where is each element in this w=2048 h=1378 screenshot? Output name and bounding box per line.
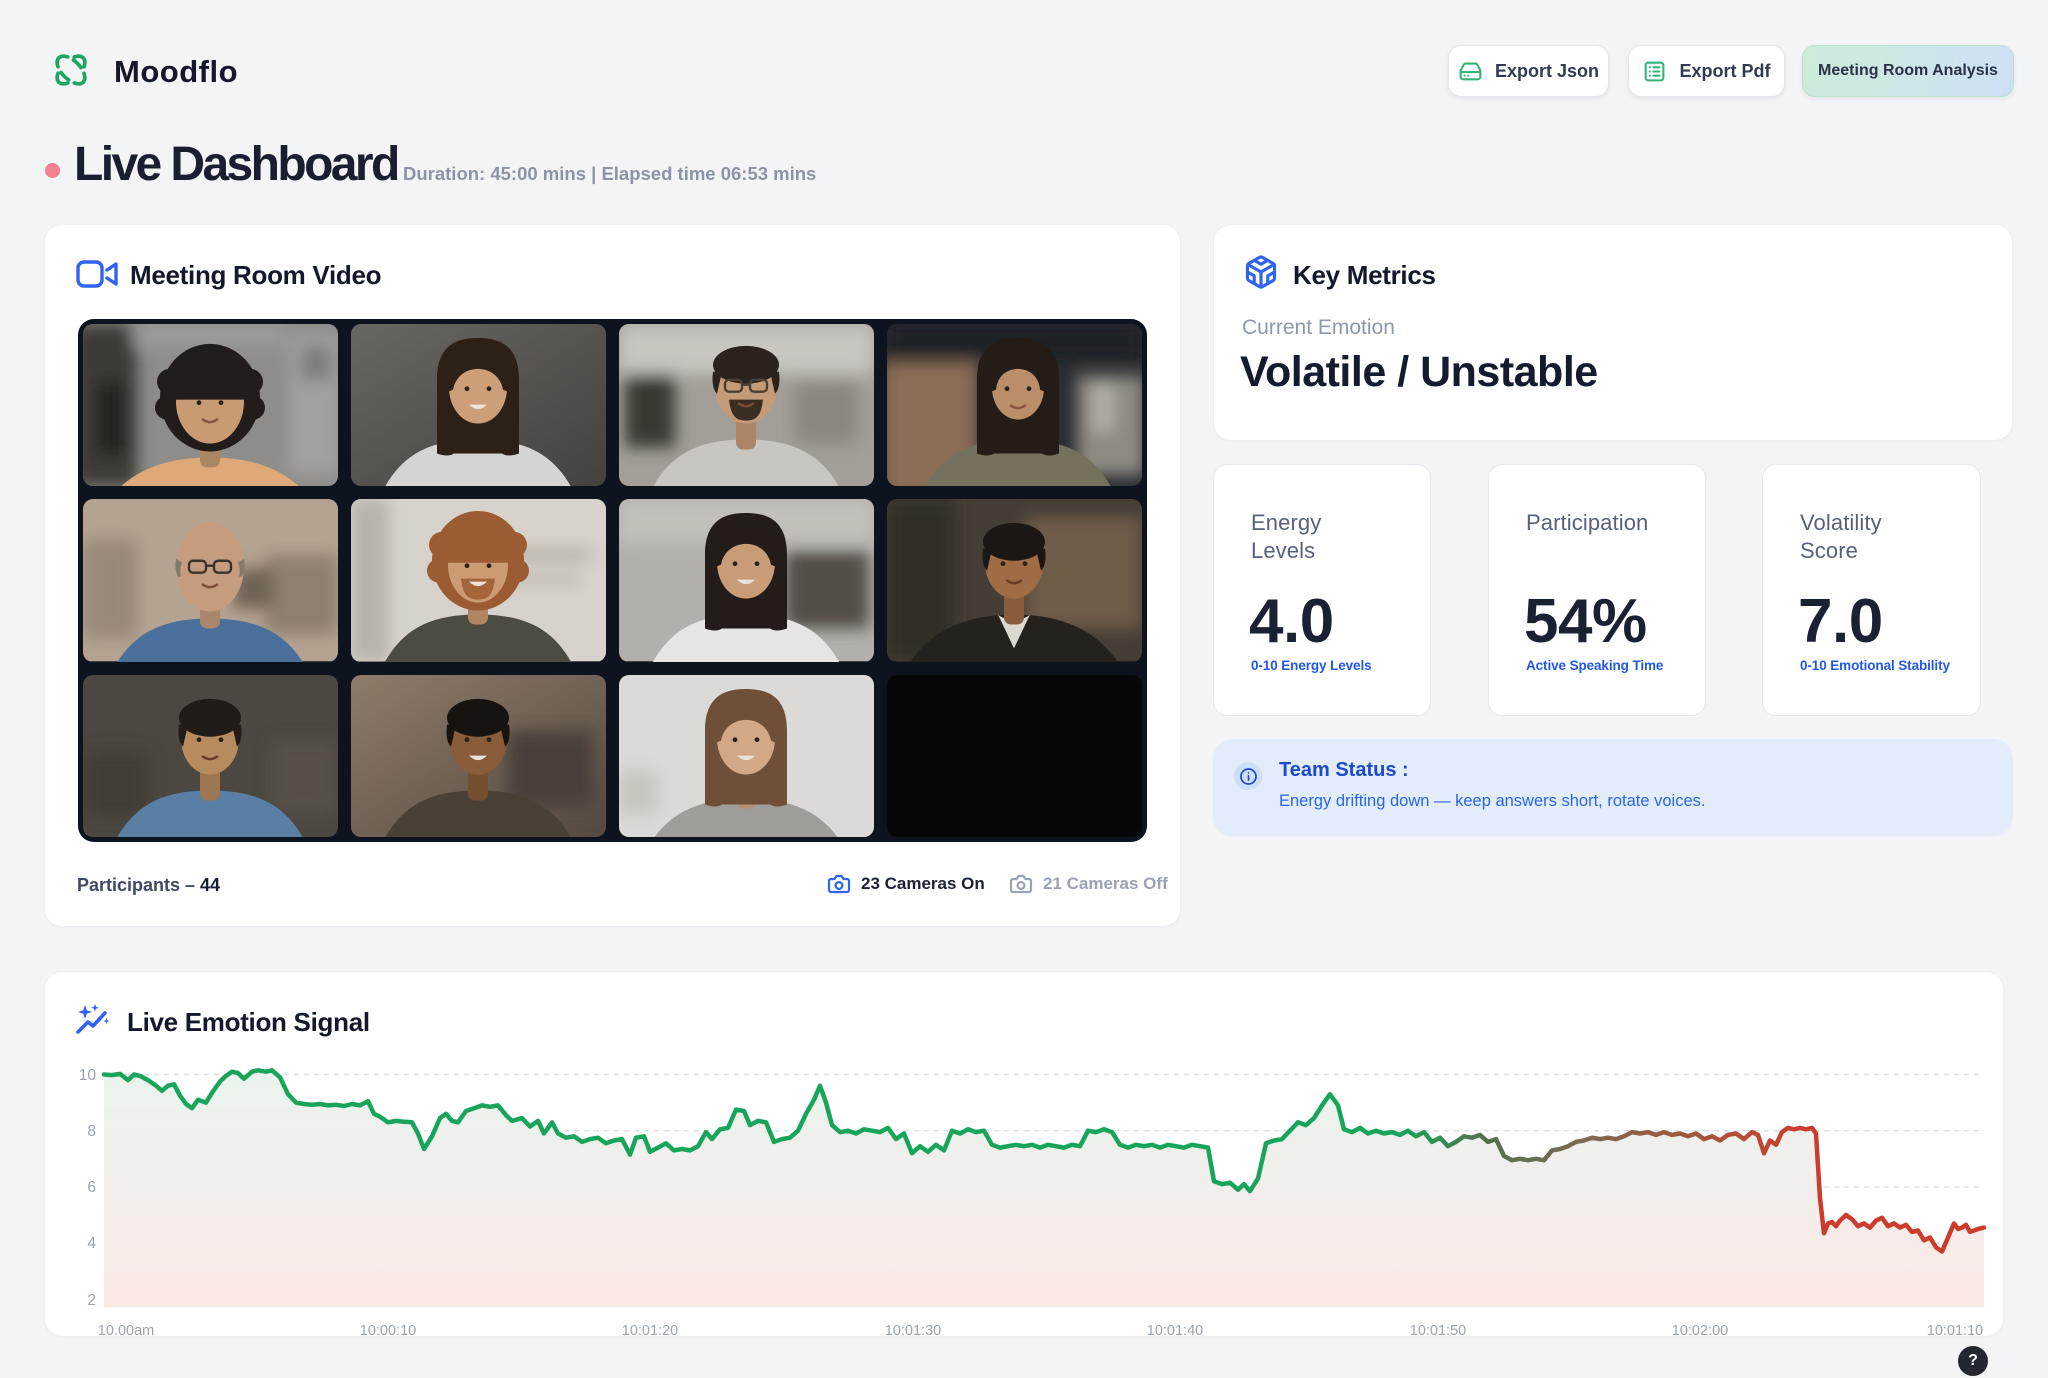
svg-text:8: 8 — [87, 1123, 96, 1140]
svg-text:4: 4 — [87, 1235, 96, 1252]
svg-text:6: 6 — [87, 1179, 96, 1196]
svg-text:10:02:00: 10:02:00 — [1672, 1323, 1728, 1339]
svg-text:10.00am: 10.00am — [98, 1323, 154, 1339]
svg-text:10:01:50: 10:01:50 — [1410, 1323, 1466, 1339]
svg-text:10:01:30: 10:01:30 — [885, 1323, 941, 1339]
svg-text:2: 2 — [87, 1292, 96, 1309]
svg-text:10:01:10: 10:01:10 — [1927, 1323, 1983, 1339]
svg-text:10: 10 — [79, 1067, 97, 1084]
svg-text:10:00:10: 10:00:10 — [360, 1323, 416, 1339]
svg-text:10:01:20: 10:01:20 — [622, 1323, 678, 1339]
svg-text:10:01:40: 10:01:40 — [1147, 1323, 1203, 1339]
